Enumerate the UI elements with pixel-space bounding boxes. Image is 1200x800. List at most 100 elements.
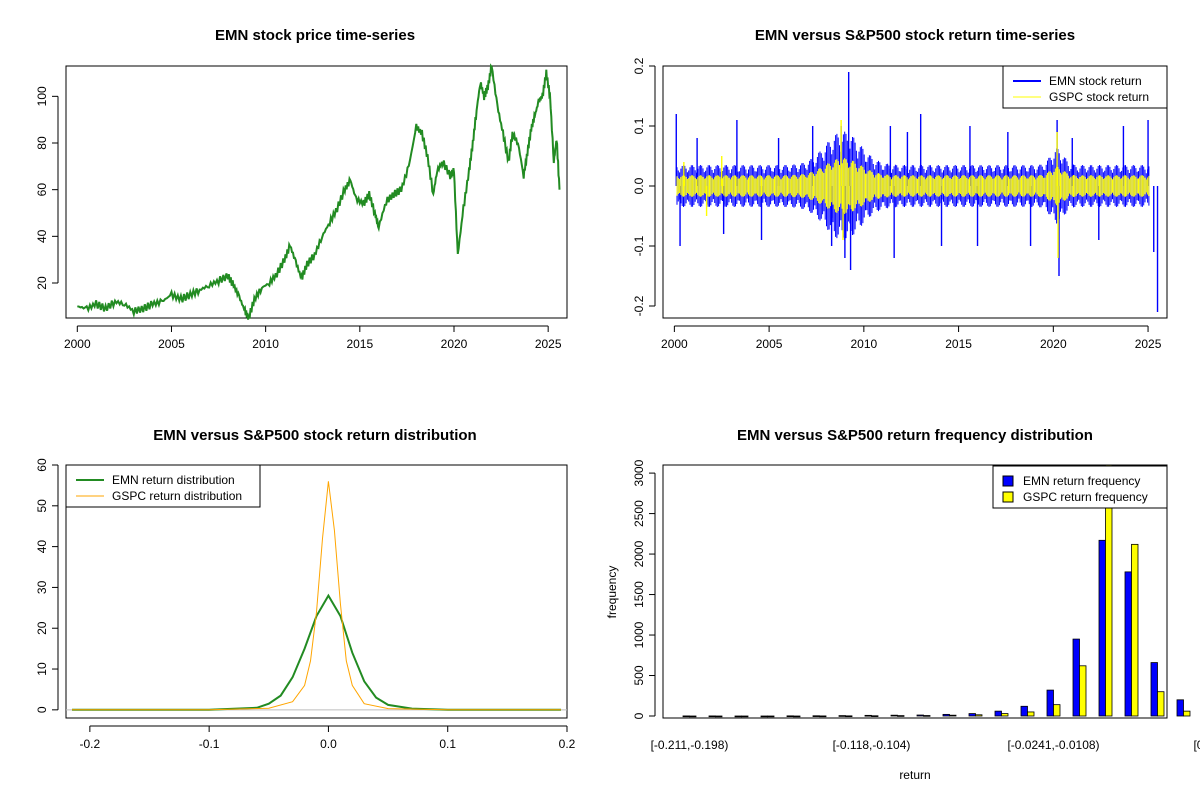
- frequency-bar: [708, 715, 716, 718]
- frequency-bar: [890, 714, 898, 717]
- frequency-bar: [838, 715, 846, 717]
- frequency-bar: [715, 715, 723, 718]
- x-tick-label: 2020: [441, 337, 468, 351]
- frequency-bar: [864, 714, 872, 717]
- frequency-bar: [1020, 705, 1028, 717]
- frequency-bar: [949, 714, 957, 717]
- legend-label: GSPC stock return: [1049, 90, 1149, 104]
- frequency-bar: [793, 715, 801, 718]
- frequency-bar: [689, 715, 697, 718]
- x-tick-label: -0.2: [80, 737, 101, 751]
- frequency-bar: [968, 713, 976, 717]
- x-tick-label: 2005: [158, 337, 185, 351]
- y-tick-label: 10: [35, 662, 49, 676]
- frequency-bar: [760, 715, 768, 718]
- frequency-bar: [786, 715, 794, 718]
- y-tick-label: 0.0: [632, 177, 646, 194]
- frequency-bar: [819, 715, 827, 718]
- legend-label: EMN return frequency: [1023, 474, 1140, 488]
- frequency-bar: [812, 715, 820, 717]
- x-tick-label: -0.1: [199, 737, 220, 751]
- x-tick-label: 2000: [64, 337, 91, 351]
- y-tick-label: 80: [35, 136, 49, 150]
- x-category-label: [-0.118,-0.104): [833, 738, 911, 752]
- frequency-bar: [1072, 638, 1080, 717]
- y-tick-label: 2500: [632, 500, 646, 527]
- frequency-bar: [1001, 713, 1009, 717]
- density-series-line: [72, 481, 561, 711]
- returns-panel: EMN versus S&P500 stock return time-seri…: [632, 27, 1168, 351]
- density-panel: EMN versus S&P500 stock return distribut…: [35, 427, 576, 751]
- frequency-bar: [1046, 689, 1054, 717]
- frequency-bar: [942, 713, 950, 717]
- x-tick-label: 2025: [1135, 337, 1162, 351]
- x-tick-label: 2000: [661, 337, 688, 351]
- x-tick-label: 2010: [850, 337, 877, 351]
- y-tick-label: 40: [35, 540, 49, 554]
- legend-label: GSPC return frequency: [1023, 490, 1148, 504]
- legend-swatch: [1002, 491, 1014, 503]
- frequency-bar: [923, 715, 931, 717]
- frequency-bar: [897, 715, 905, 717]
- legend-label: GSPC return distribution: [112, 489, 242, 503]
- legend-swatch: [1002, 475, 1014, 487]
- y-tick-label: 2000: [632, 540, 646, 567]
- x-tick-label: 0.1: [439, 737, 456, 751]
- y-tick-label: 0.2: [632, 57, 646, 74]
- returns-series-gspc: [676, 120, 1150, 258]
- y-tick-label: 3000: [632, 459, 646, 486]
- frequency-bar: [1183, 710, 1191, 717]
- frequency-bar: [734, 715, 742, 718]
- plot-frame: [662, 464, 1168, 719]
- frequency-bar: [1131, 543, 1139, 717]
- x-tick-label: 2025: [535, 337, 562, 351]
- frequency-bar: [1079, 665, 1087, 717]
- x-axis-label: return: [899, 768, 930, 782]
- chart-title: EMN versus S&P500 stock return time-seri…: [755, 27, 1075, 44]
- chart-title: EMN stock price time-series: [215, 27, 415, 44]
- frequency-bar: [1053, 704, 1061, 717]
- frequency-bar: [682, 715, 690, 718]
- plot-frame: [65, 464, 568, 719]
- frequency-bar: [741, 715, 749, 718]
- frequency-panel: EMN versus S&P500 return frequency distr…: [605, 427, 1200, 782]
- frequency-bar: [1105, 464, 1113, 717]
- y-tick-label: 20: [35, 276, 49, 290]
- frequency-bar: [767, 715, 775, 718]
- x-tick-label: 2015: [945, 337, 972, 351]
- x-tick-label: 2005: [756, 337, 783, 351]
- y-tick-label: 60: [35, 183, 49, 197]
- plot-frame: [65, 65, 568, 319]
- y-tick-label: 30: [35, 580, 49, 594]
- legend-label: EMN stock return: [1049, 74, 1142, 88]
- legend-box: [1002, 65, 1168, 109]
- legend-box: [992, 465, 1168, 509]
- y-tick-label: -0.1: [632, 235, 646, 256]
- chart-title: EMN versus S&P500 return frequency distr…: [737, 427, 1093, 444]
- frequency-bar: [1027, 711, 1035, 717]
- y-tick-label: 0: [632, 712, 646, 719]
- y-tick-label: 40: [35, 229, 49, 243]
- y-tick-label: 60: [35, 458, 49, 472]
- chart-title: EMN versus S&P500 stock return distribut…: [153, 427, 476, 444]
- y-tick-label: 500: [632, 665, 646, 685]
- plot-frame: [662, 65, 1168, 319]
- frequency-bar: [975, 714, 983, 717]
- legend-box: [65, 464, 261, 508]
- x-category-label: [-0.0241,-0.0108): [1007, 738, 1099, 752]
- x-category-label: [-0.211,-0.198): [651, 738, 729, 752]
- x-category-label: [0.0693,0.0827): [1193, 738, 1200, 752]
- x-tick-label: 2015: [346, 337, 373, 351]
- density-series-line: [72, 593, 561, 711]
- frequency-bar: [1157, 691, 1165, 717]
- frequency-bar: [845, 715, 853, 718]
- returns-band: [676, 158, 1150, 214]
- y-tick-label: 1500: [632, 581, 646, 608]
- y-tick-label: 50: [35, 499, 49, 513]
- frequency-bar: [871, 715, 879, 717]
- y-tick-label: 0.1: [632, 117, 646, 134]
- y-tick-label: 1000: [632, 621, 646, 648]
- frequency-bar: [1176, 699, 1184, 717]
- frequency-bar: [994, 710, 1002, 717]
- x-tick-label: 2020: [1040, 337, 1067, 351]
